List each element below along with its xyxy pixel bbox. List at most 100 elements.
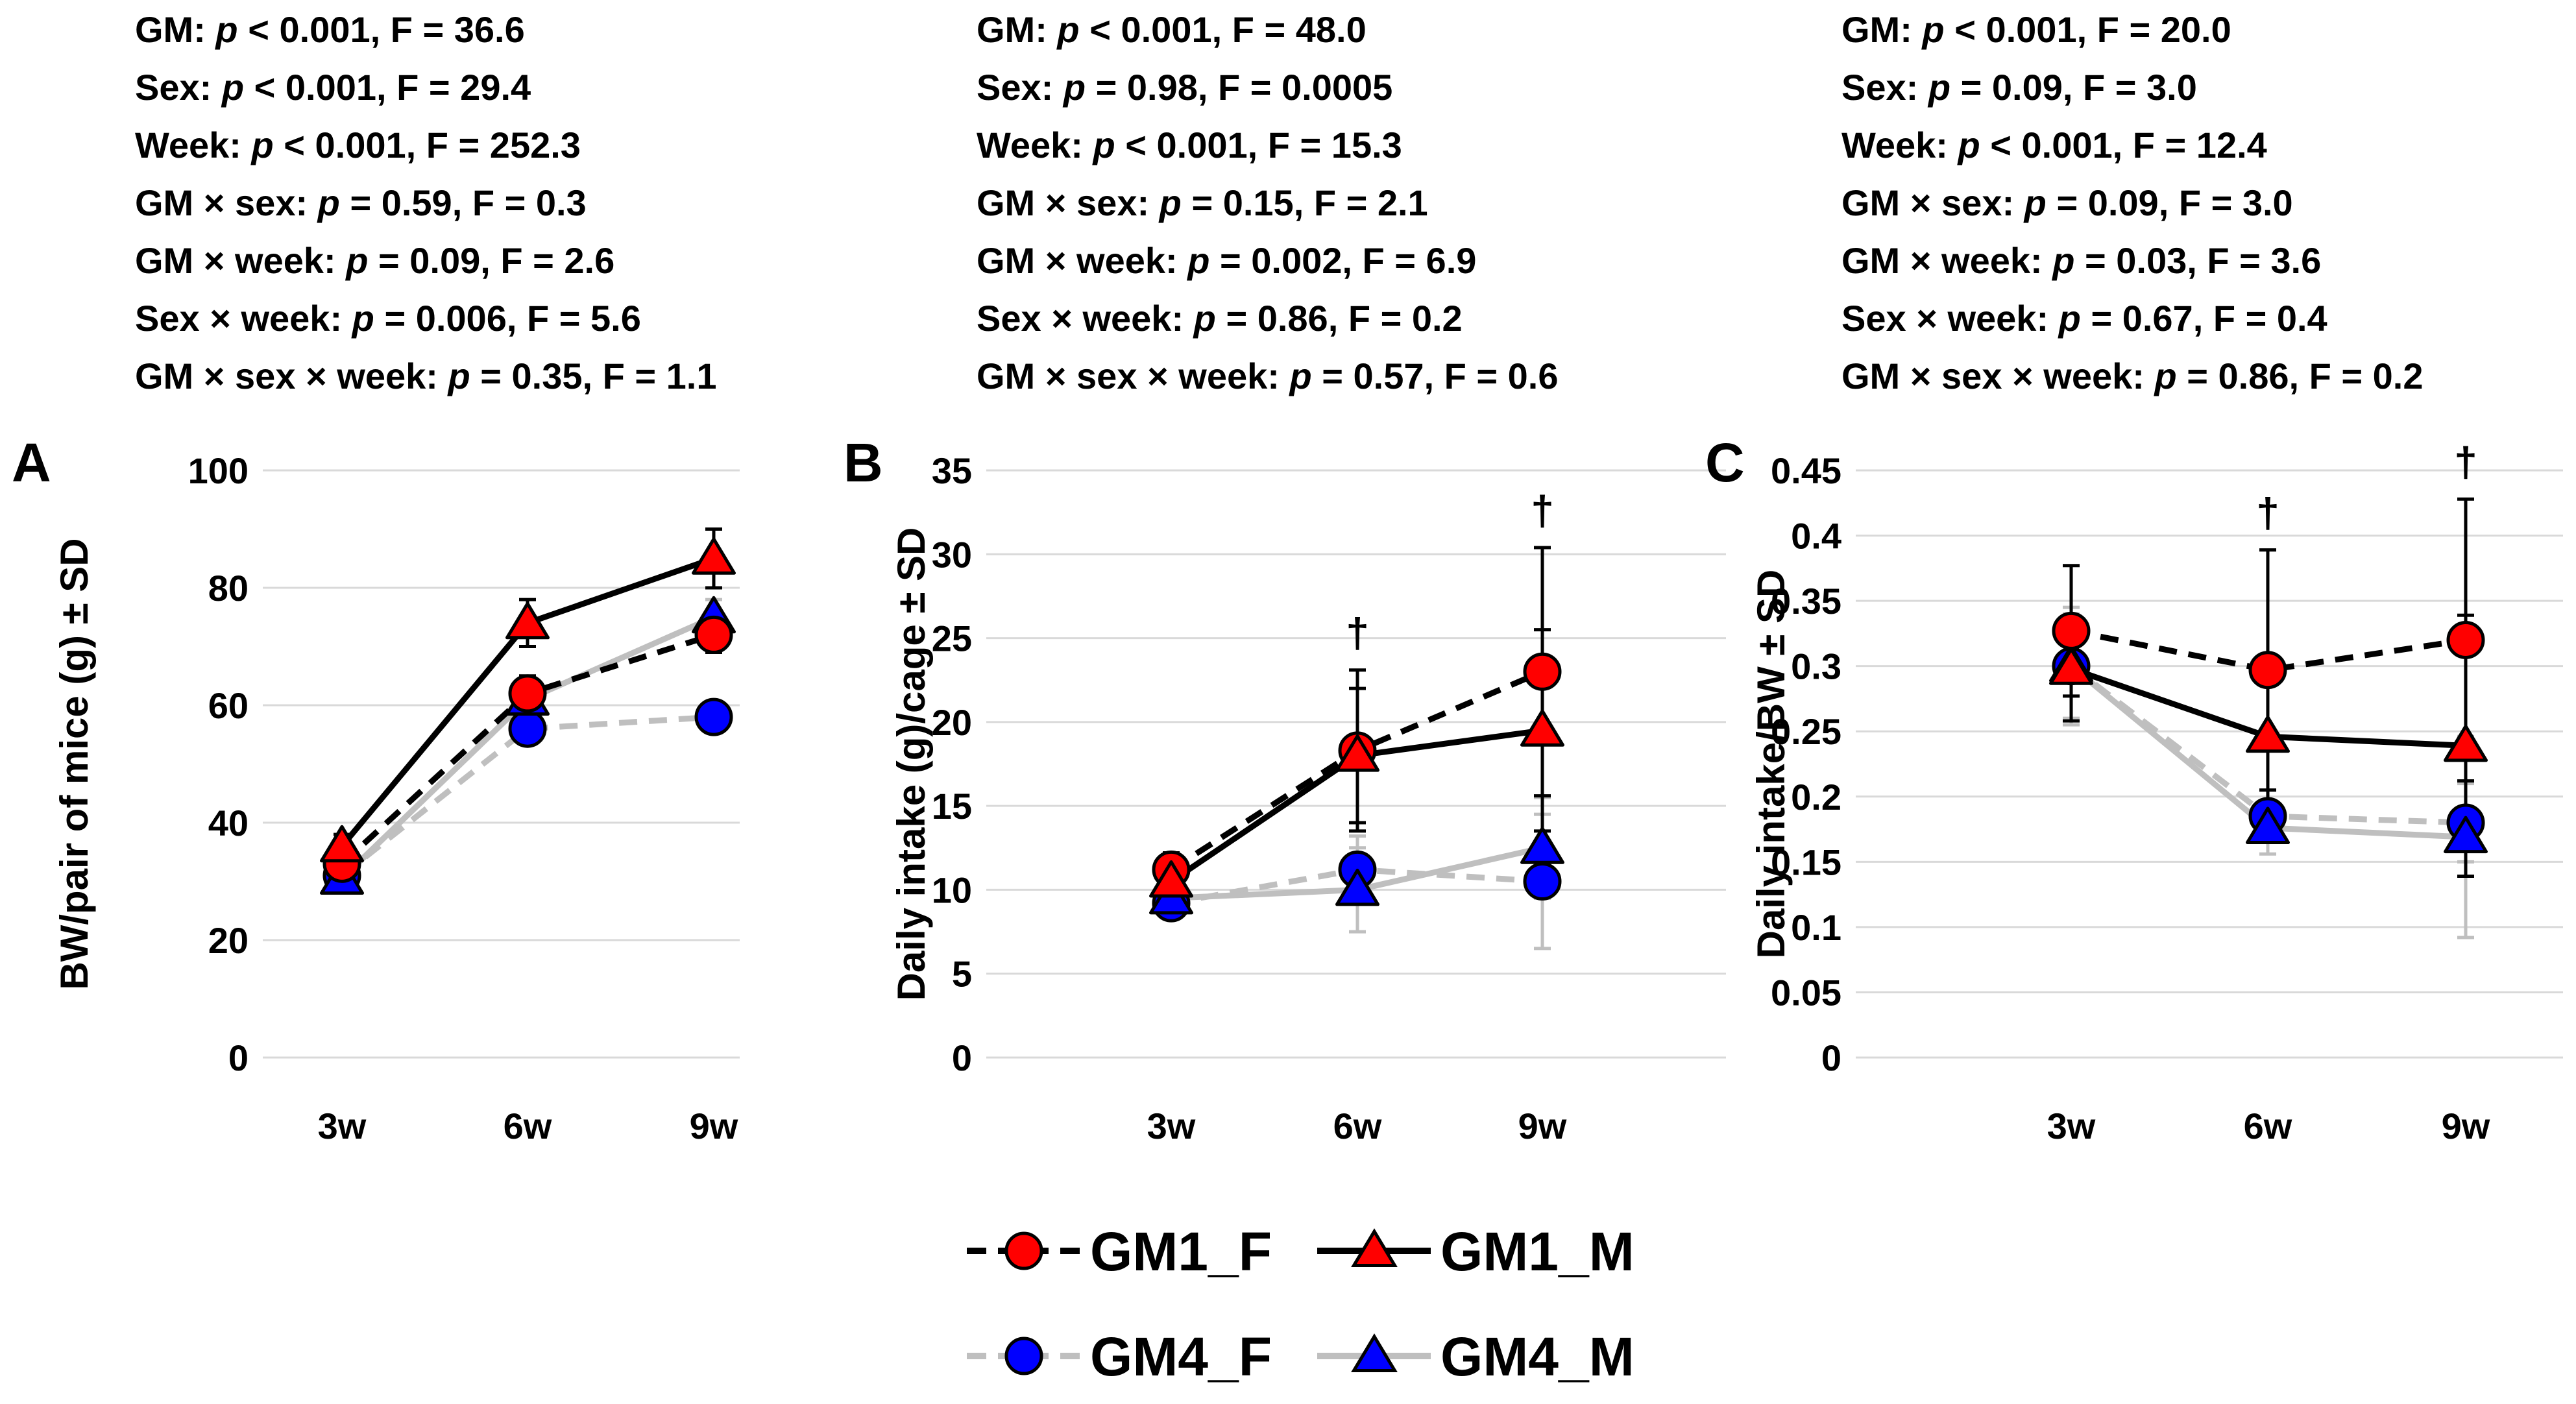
stat-values: = 0.09, F = 3.0	[1950, 67, 2197, 108]
stat-line: GM × sex × week: p = 0.57, F = 0.6	[977, 356, 1559, 396]
stat-values: = 0.002, F = 6.9	[1209, 240, 1476, 281]
x-tick-label: 3w	[1147, 1106, 1196, 1146]
significance-dagger: †	[1346, 610, 1369, 657]
stat-values: = 0.35, F = 1.1	[470, 356, 717, 396]
data-point-gm1-m	[1520, 709, 1564, 747]
data-point-gm1-m	[1149, 860, 1193, 898]
significance-dagger: †	[2454, 439, 2477, 485]
stat-values: = 0.57, F = 0.6	[1312, 356, 1559, 396]
y-tick-label: 0	[1821, 1037, 1841, 1078]
legend: GM1_F GM1_M GM4_F GM4_M	[967, 1221, 1634, 1387]
stat-term: Sex:	[1841, 67, 1928, 108]
legend-label: GM1_F	[1090, 1221, 1272, 1282]
stat-term: GM × sex:	[977, 182, 1160, 223]
significance-dagger: †	[1531, 487, 1554, 534]
stat-p-symbol: p	[446, 356, 470, 396]
data-point-gm1-m	[320, 825, 364, 863]
stat-line: GM: p < 0.001, F = 48.0	[977, 9, 1367, 50]
data-point-gm4-m	[1520, 827, 1564, 864]
stat-term: Sex × week:	[1841, 298, 2059, 339]
stat-line: Week: p < 0.001, F = 252.3	[135, 125, 581, 165]
stat-values: = 0.98, F = 0.0005	[1086, 67, 1392, 108]
stat-line: Sex: p = 0.09, F = 3.0	[1841, 67, 2197, 108]
stat-p-symbol: p	[250, 125, 273, 165]
data-point-gm1-f	[1523, 652, 1562, 691]
stat-term: Week:	[1841, 125, 1958, 165]
y-tick-label: 0	[952, 1037, 972, 1078]
stat-line: Week: p < 0.001, F = 12.4	[1841, 125, 2267, 165]
stat-term: GM × sex × week:	[1841, 356, 2154, 396]
legend-marker	[1351, 1333, 1398, 1372]
legend-label: GM4_M	[1440, 1326, 1634, 1387]
x-tick-label: 6w	[504, 1106, 552, 1146]
stat-line: GM × week: p = 0.09, F = 2.6	[135, 240, 614, 281]
y-tick-label: 20	[208, 920, 249, 961]
stat-term: GM × sex:	[1841, 182, 2024, 223]
stat-term: Sex × week:	[135, 298, 352, 339]
stat-p-symbol: p	[1186, 240, 1209, 281]
stat-values: = 0.86, F = 0.2	[2177, 356, 2424, 396]
y-axis-label: Daily intake/BW ± SD	[1749, 570, 1793, 959]
stat-line: Week: p < 0.001, F = 15.3	[977, 125, 1402, 165]
y-tick-label: 20	[932, 702, 972, 743]
stat-line: GM × sex: p = 0.09, F = 3.0	[1841, 182, 2293, 223]
stat-line: GM × sex: p = 0.59, F = 0.3	[135, 182, 587, 223]
data-point-gm1-m	[1335, 734, 1379, 772]
stat-p-symbol: p	[2051, 240, 2074, 281]
stat-values: = 0.67, F = 0.4	[2081, 298, 2327, 339]
stat-p-symbol: p	[1091, 125, 1115, 165]
stat-values: = 0.03, F = 3.6	[2074, 240, 2321, 281]
stat-line: GM × sex × week: p = 0.86, F = 0.2	[1841, 356, 2424, 396]
stat-p-symbol: p	[214, 9, 237, 50]
x-tick-label: 6w	[1333, 1106, 1382, 1146]
data-point-gm1-m	[2246, 715, 2290, 753]
stat-p-symbol: p	[345, 240, 368, 281]
data-point-gm4-m	[1335, 868, 1379, 906]
x-tick-label: 9w	[1518, 1106, 1567, 1146]
stat-values: = 0.86, F = 0.2	[1216, 298, 1463, 339]
y-tick-label: 0.4	[1791, 516, 1841, 557]
x-tick-label: 6w	[2244, 1106, 2292, 1146]
y-tick-label: 60	[208, 685, 249, 726]
y-tick-label: 40	[208, 803, 249, 843]
data-point-gm4-f	[508, 709, 547, 748]
stat-p-symbol: p	[2058, 298, 2081, 339]
data-point-gm1-m	[2444, 724, 2488, 762]
x-tick-label: 3w	[2047, 1106, 2096, 1146]
data-point-gm4-m	[2444, 816, 2488, 854]
stat-term: GM:	[135, 9, 215, 50]
stat-values: < 0.001, F = 20.0	[1945, 9, 2231, 50]
stat-p-symbol: p	[1927, 67, 1950, 108]
y-tick-label: 0.1	[1791, 907, 1841, 948]
legend-item-gm4-m: GM4_M	[1317, 1326, 1634, 1387]
legend-marker	[1004, 1337, 1043, 1375]
stat-line: GM: p < 0.001, F = 36.6	[135, 9, 525, 50]
stat-term: GM × sex × week:	[135, 356, 448, 396]
stat-term: GM:	[977, 9, 1057, 50]
data-point-gm1-m	[2049, 648, 2093, 685]
panel-c: GM: p < 0.001, F = 20.0 Sex: p = 0.09, F …	[1705, 9, 2563, 1146]
legend-label: GM4_F	[1090, 1326, 1272, 1387]
stat-p-symbol: p	[2023, 182, 2047, 223]
y-tick-label: 35	[932, 450, 972, 491]
data-point-gm1-m	[505, 601, 550, 640]
stat-p-symbol: p	[351, 298, 374, 339]
stat-values: = 0.15, F = 2.1	[1182, 182, 1428, 223]
legend-item-gm1-m: GM1_M	[1317, 1221, 1634, 1282]
data-point-gm1-f	[508, 674, 547, 713]
data-point-gm1-f	[2052, 611, 2091, 650]
stat-line: Sex × week: p = 0.67, F = 0.4	[1841, 298, 2327, 339]
stat-values: < 0.001, F = 48.0	[1080, 9, 1367, 50]
stat-p-symbol: p	[221, 67, 244, 108]
stat-term: Week:	[135, 125, 251, 165]
stat-p-symbol: p	[1921, 9, 1944, 50]
data-point-gm4-m	[2246, 806, 2290, 845]
stat-values: = 0.09, F = 2.6	[368, 240, 614, 281]
stat-line: GM × sex × week: p = 0.35, F = 1.1	[135, 356, 717, 396]
stat-p-symbol: p	[1056, 9, 1079, 50]
stat-term: Sex:	[977, 67, 1063, 108]
y-tick-label: 0.35	[1771, 581, 1841, 622]
stat-p-symbol: p	[1956, 125, 1980, 165]
stat-term: Sex:	[135, 67, 222, 108]
